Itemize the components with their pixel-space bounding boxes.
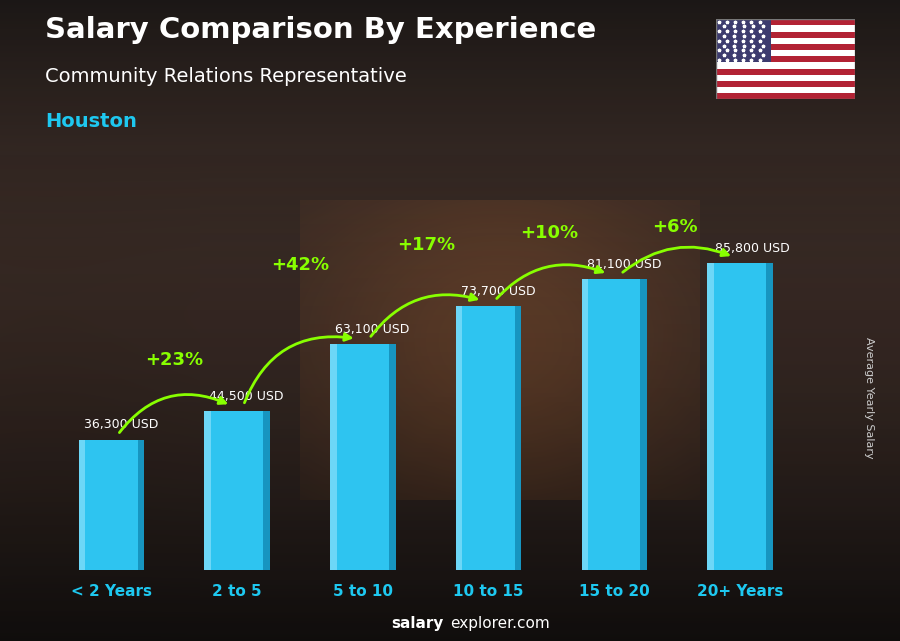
Text: Community Relations Representative: Community Relations Representative: [45, 67, 407, 87]
Bar: [641, 279, 647, 570]
Text: Houston: Houston: [45, 112, 137, 131]
Bar: [716, 44, 855, 50]
Bar: [581, 279, 647, 570]
Text: 73,700 USD: 73,700 USD: [461, 285, 536, 298]
Text: 85,800 USD: 85,800 USD: [715, 242, 789, 254]
Bar: [716, 93, 855, 99]
Text: 63,100 USD: 63,100 USD: [335, 323, 410, 336]
Text: salary: salary: [392, 617, 444, 631]
Bar: [716, 87, 855, 93]
Bar: [138, 440, 144, 570]
Text: +42%: +42%: [271, 256, 329, 274]
Bar: [716, 19, 771, 62]
Bar: [716, 81, 855, 87]
Bar: [707, 263, 714, 570]
Bar: [716, 62, 855, 69]
Bar: [581, 279, 588, 570]
Bar: [707, 263, 773, 570]
Text: explorer.com: explorer.com: [450, 617, 550, 631]
Bar: [716, 26, 855, 31]
Bar: [78, 440, 86, 570]
Bar: [330, 344, 337, 570]
Text: +17%: +17%: [397, 236, 454, 254]
Bar: [716, 50, 855, 56]
Text: 44,500 USD: 44,500 USD: [210, 390, 284, 403]
Bar: [716, 19, 855, 26]
Bar: [456, 306, 521, 570]
Bar: [716, 69, 855, 75]
Bar: [716, 75, 855, 81]
Text: +6%: +6%: [652, 217, 698, 236]
Text: 36,300 USD: 36,300 USD: [84, 418, 158, 431]
Text: +10%: +10%: [520, 224, 578, 242]
Bar: [716, 56, 855, 62]
Bar: [204, 411, 270, 570]
Bar: [330, 344, 395, 570]
Text: Salary Comparison By Experience: Salary Comparison By Experience: [45, 16, 596, 44]
Text: 81,100 USD: 81,100 USD: [587, 258, 662, 272]
Bar: [204, 411, 211, 570]
Bar: [456, 306, 463, 570]
Bar: [766, 263, 773, 570]
Bar: [716, 38, 855, 44]
Bar: [716, 31, 855, 38]
Bar: [264, 411, 270, 570]
Bar: [389, 344, 395, 570]
Text: +23%: +23%: [145, 351, 203, 369]
Bar: [515, 306, 521, 570]
Text: Average Yearly Salary: Average Yearly Salary: [863, 337, 874, 458]
Bar: [78, 440, 144, 570]
